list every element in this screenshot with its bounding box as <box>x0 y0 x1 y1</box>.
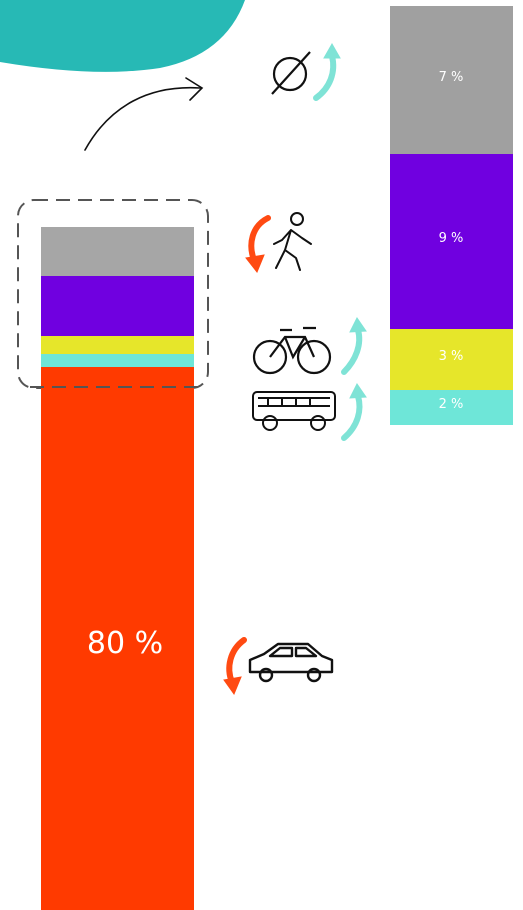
bar-segment-bike <box>41 336 194 354</box>
up-arrow-icon <box>341 317 367 375</box>
bar-segment-walk <box>41 276 194 336</box>
up-arrow-icon <box>313 42 341 101</box>
down-arrow-icon <box>223 637 247 696</box>
zoom-segment-other <box>390 6 513 154</box>
bar-segment-bus <box>41 354 194 367</box>
bar-label-car: 80 % <box>87 626 163 661</box>
bicycle-icon <box>252 326 332 375</box>
zoom-segment-bike <box>390 329 513 390</box>
down-arrow-icon <box>245 215 271 273</box>
zoom-segment-bus <box>390 390 513 425</box>
zoom-label-bike: 3 % <box>439 349 464 364</box>
stacked-bar-overall: 80 % <box>41 227 194 910</box>
up-arrow-icon <box>341 383 367 441</box>
zoom-label-walk: 9 % <box>439 231 464 246</box>
pedestrian-icon <box>273 212 312 271</box>
teal-blob-decoration <box>0 0 245 72</box>
zoom-label-bus: 2 % <box>439 397 464 412</box>
bus-icon <box>252 391 336 431</box>
bar-segment-other <box>41 227 194 276</box>
stacked-bar-zoomed: 7 % 9 % 3 % 2 % <box>390 6 513 425</box>
curved-arrow-icon <box>84 77 204 151</box>
bar-segment-car <box>41 367 194 910</box>
zoom-label-other: 7 % <box>439 70 464 85</box>
empty-set-icon <box>271 51 311 95</box>
car-icon <box>248 642 334 683</box>
zoom-segment-walk <box>390 154 513 329</box>
